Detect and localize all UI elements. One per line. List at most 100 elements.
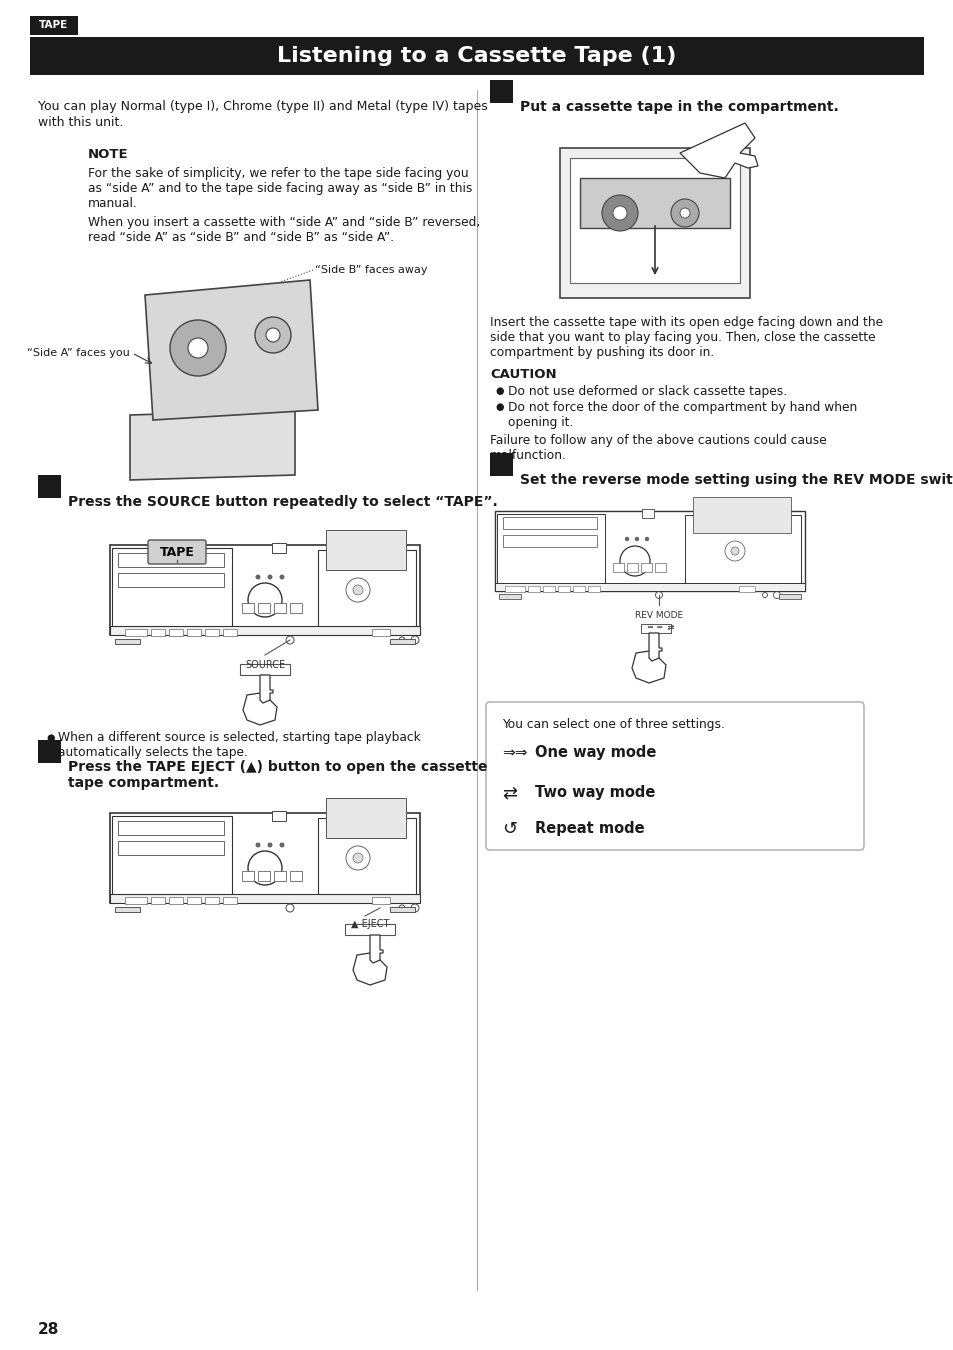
Bar bbox=[655, 563, 665, 572]
Text: with this unit.: with this unit. bbox=[38, 116, 123, 130]
Bar bbox=[569, 158, 740, 284]
Bar bbox=[542, 586, 555, 593]
Circle shape bbox=[613, 207, 626, 220]
Polygon shape bbox=[370, 936, 382, 963]
Text: automatically selects the tape.: automatically selects the tape. bbox=[58, 747, 248, 759]
Bar bbox=[274, 603, 286, 613]
Circle shape bbox=[267, 842, 273, 848]
Polygon shape bbox=[631, 651, 665, 683]
Bar bbox=[38, 475, 61, 498]
Text: TAPE: TAPE bbox=[39, 20, 69, 31]
Bar bbox=[326, 531, 406, 570]
Bar bbox=[110, 626, 419, 634]
Polygon shape bbox=[353, 953, 387, 985]
Text: Put a cassette tape in the compartment.: Put a cassette tape in the compartment. bbox=[519, 100, 838, 113]
Bar bbox=[30, 16, 78, 35]
Bar bbox=[151, 629, 165, 636]
Circle shape bbox=[279, 842, 284, 848]
Bar bbox=[504, 586, 524, 593]
Bar bbox=[30, 36, 923, 76]
Text: “Side B” faces away: “Side B” faces away bbox=[314, 265, 427, 275]
Bar bbox=[118, 572, 224, 587]
Bar bbox=[559, 148, 749, 298]
Text: as “side A” and to the tape side facing away as “side B” in this: as “side A” and to the tape side facing … bbox=[88, 182, 472, 194]
Bar bbox=[692, 497, 790, 533]
Bar bbox=[326, 798, 406, 838]
FancyBboxPatch shape bbox=[485, 702, 863, 850]
Text: SOURCE: SOURCE bbox=[245, 660, 285, 670]
Text: Insert the cassette tape with its open edge facing down and the: Insert the cassette tape with its open e… bbox=[490, 316, 882, 329]
Text: Set the reverse mode setting using the REV MODE switch.: Set the reverse mode setting using the R… bbox=[519, 472, 953, 487]
Bar bbox=[223, 896, 236, 905]
Text: NOTE: NOTE bbox=[88, 148, 129, 161]
Text: TAPE: TAPE bbox=[159, 545, 194, 559]
Bar bbox=[115, 639, 140, 644]
Bar bbox=[151, 896, 165, 905]
Text: REV MODE: REV MODE bbox=[635, 612, 682, 620]
Text: tape compartment.: tape compartment. bbox=[68, 776, 219, 790]
Text: 4: 4 bbox=[496, 481, 506, 495]
Bar bbox=[573, 586, 584, 593]
Bar bbox=[290, 871, 302, 882]
Circle shape bbox=[730, 547, 739, 555]
Polygon shape bbox=[260, 675, 273, 703]
Circle shape bbox=[248, 583, 282, 617]
Circle shape bbox=[255, 575, 260, 579]
Text: 3: 3 bbox=[496, 108, 506, 123]
Bar bbox=[558, 586, 569, 593]
Polygon shape bbox=[679, 123, 758, 178]
Bar bbox=[169, 629, 183, 636]
Polygon shape bbox=[243, 693, 276, 725]
Bar bbox=[118, 841, 224, 855]
Bar bbox=[125, 896, 147, 905]
Bar bbox=[626, 563, 638, 572]
Bar bbox=[498, 594, 520, 599]
Text: 2: 2 bbox=[44, 768, 55, 783]
Bar bbox=[739, 586, 754, 593]
Text: When a different source is selected, starting tape playback: When a different source is selected, sta… bbox=[58, 730, 420, 744]
Text: read “side A” as “side B” and “side B” as “side A”.: read “side A” as “side B” and “side B” a… bbox=[88, 231, 394, 244]
Text: 1: 1 bbox=[44, 502, 54, 517]
Text: ●: ● bbox=[495, 386, 503, 396]
Bar bbox=[641, 509, 654, 518]
Bar bbox=[587, 586, 599, 593]
Circle shape bbox=[255, 842, 260, 848]
Text: Do not force the door of the compartment by hand when: Do not force the door of the compartment… bbox=[507, 401, 857, 414]
Bar bbox=[372, 629, 390, 636]
Bar bbox=[169, 896, 183, 905]
Circle shape bbox=[266, 328, 280, 342]
Circle shape bbox=[624, 537, 629, 541]
Polygon shape bbox=[130, 410, 294, 481]
Circle shape bbox=[248, 850, 282, 886]
Circle shape bbox=[346, 846, 370, 869]
Bar bbox=[779, 594, 801, 599]
Bar bbox=[317, 549, 416, 630]
Bar bbox=[187, 629, 201, 636]
Bar bbox=[110, 894, 419, 903]
Circle shape bbox=[679, 208, 689, 217]
Bar bbox=[272, 811, 286, 821]
Bar bbox=[579, 178, 729, 228]
Text: ⇄: ⇄ bbox=[501, 784, 517, 802]
Circle shape bbox=[634, 537, 639, 541]
Text: ↺: ↺ bbox=[501, 819, 517, 838]
Bar bbox=[290, 603, 302, 613]
Bar bbox=[110, 545, 419, 634]
Text: ▲ EJECT: ▲ EJECT bbox=[351, 919, 389, 929]
Text: ═  ═  ⇄: ═ ═ ⇄ bbox=[646, 622, 674, 632]
Polygon shape bbox=[648, 633, 661, 662]
Text: Press the TAPE EJECT (▲) button to open the cassette: Press the TAPE EJECT (▲) button to open … bbox=[68, 760, 487, 774]
Bar bbox=[205, 896, 219, 905]
Bar bbox=[497, 514, 604, 589]
Text: You can select one of three settings.: You can select one of three settings. bbox=[501, 718, 724, 730]
Circle shape bbox=[724, 541, 744, 562]
Bar bbox=[274, 871, 286, 882]
Circle shape bbox=[619, 545, 649, 576]
Bar bbox=[118, 821, 224, 836]
Bar bbox=[240, 664, 290, 675]
Text: Repeat mode: Repeat mode bbox=[535, 822, 644, 837]
Polygon shape bbox=[145, 279, 317, 420]
Text: Listening to a Cassette Tape (1): Listening to a Cassette Tape (1) bbox=[277, 46, 676, 66]
Circle shape bbox=[267, 575, 273, 579]
Text: “Side A” faces you: “Side A” faces you bbox=[28, 348, 130, 358]
